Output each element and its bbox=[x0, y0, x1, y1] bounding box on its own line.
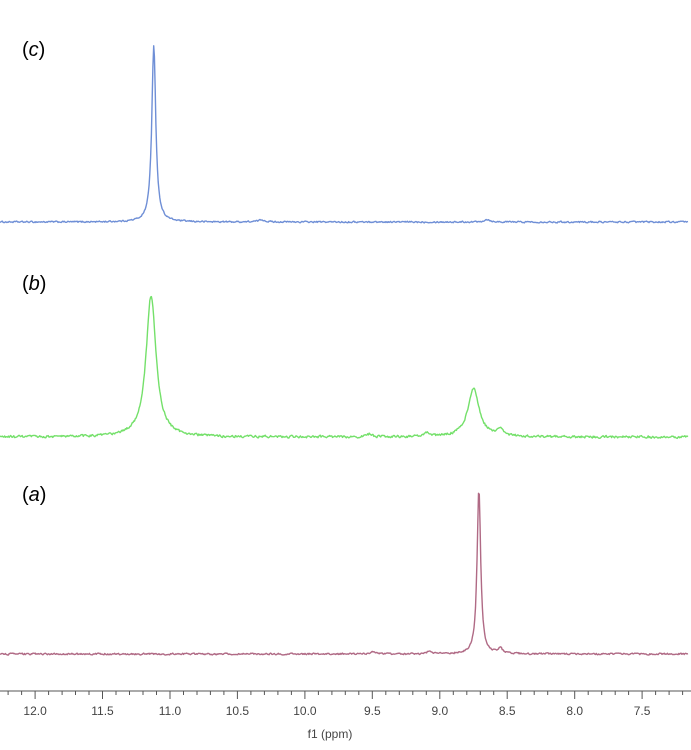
spectrum-panel-b: (b) bbox=[0, 273, 689, 440]
panel-label-c: (c) bbox=[22, 39, 45, 61]
spectrum-panel-c: (c) bbox=[0, 39, 689, 224]
panel-label-letter: c bbox=[29, 39, 39, 61]
x-tick-label: 11.0 bbox=[159, 704, 182, 718]
spectrum-trace-a bbox=[0, 492, 689, 656]
panel-label-letter: b bbox=[29, 273, 40, 295]
x-tick-label: 10.0 bbox=[293, 704, 317, 718]
panel-label-letter: a bbox=[29, 484, 40, 506]
panel-label-a: (a) bbox=[22, 484, 46, 506]
x-tick-label: 9.0 bbox=[431, 704, 448, 718]
panel-label-b: (b) bbox=[22, 273, 46, 295]
x-axis-label: f1 (ppm) bbox=[308, 727, 353, 741]
x-tick-label: 10.5 bbox=[226, 704, 250, 718]
spectrum-trace-c bbox=[0, 45, 689, 224]
panel-label-open-paren: ( bbox=[22, 484, 29, 506]
panel-label-open-paren: ( bbox=[22, 39, 29, 61]
x-tick-label: 8.5 bbox=[499, 704, 516, 718]
x-tick-label: 8.0 bbox=[566, 704, 583, 718]
spectrum-panel-a: (a) bbox=[0, 484, 689, 656]
panel-label-close-paren: ) bbox=[40, 273, 47, 295]
x-axis: 12.0 11.5 11.0 10.5 10.0 9.5 9.0 8.5 8.0 7.5 f1 (… bbox=[0, 690, 691, 741]
panel-label-open-paren: ( bbox=[22, 273, 29, 295]
spectrum-trace-b bbox=[0, 295, 689, 440]
panels-layer: (c)(b)(a) bbox=[0, 39, 689, 656]
panel-label-close-paren: ) bbox=[40, 484, 47, 506]
x-tick-label: 7.5 bbox=[634, 704, 651, 718]
x-tick-label: 12.0 bbox=[23, 704, 47, 718]
panel-label-close-paren: ) bbox=[39, 39, 46, 61]
x-axis-ticks: 12.0 11.5 11.0 10.5 10.0 9.5 9.0 8.5 8.0 7.5 bbox=[7, 691, 684, 718]
x-tick-label: 11.5 bbox=[91, 704, 114, 718]
x-tick-label: 9.5 bbox=[364, 704, 381, 718]
